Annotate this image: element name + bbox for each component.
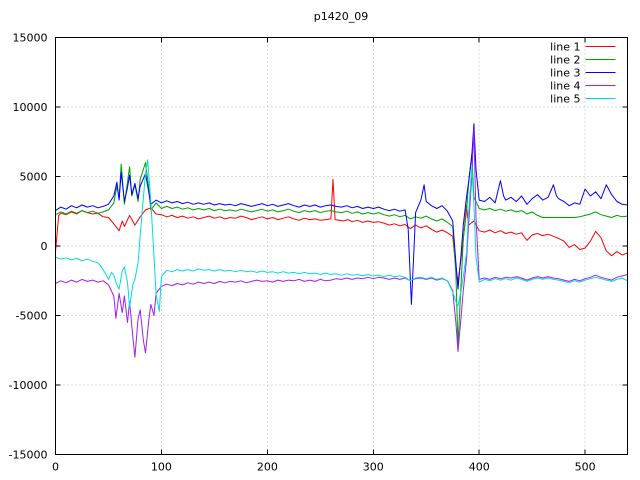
chart-title: p1420_09 (314, 10, 368, 23)
series-line-4 (55, 128, 628, 358)
legend-label: line 5 (550, 93, 580, 106)
series-line-5 (55, 159, 628, 312)
y-tick-label: 5000 (20, 171, 48, 184)
legend-label: line 4 (550, 80, 580, 93)
x-tick-label: 400 (469, 461, 490, 474)
series-line-3 (55, 123, 628, 305)
x-tick-label: 0 (52, 461, 59, 474)
y-tick-label: 10000 (13, 101, 48, 114)
axes (55, 37, 628, 455)
legend-label: line 1 (550, 41, 580, 54)
x-tick-label: 300 (363, 461, 384, 474)
y-tick-label: 15000 (13, 32, 48, 45)
legend-label: line 3 (550, 67, 580, 80)
gridlines (55, 37, 628, 455)
y-tick-label: 0 (41, 240, 48, 253)
y-tick-label: -5000 (16, 310, 48, 323)
x-tick-label: 200 (257, 461, 278, 474)
series-line-1 (55, 178, 628, 283)
x-tick-label: 100 (151, 461, 172, 474)
x-tick-label: 500 (575, 461, 596, 474)
legend-label: line 2 (550, 54, 580, 67)
y-tick-label: -15000 (9, 449, 48, 462)
y-tick-label: -10000 (9, 379, 48, 392)
tick-labels: 0 100 200 300 400 500 -15000 -10000 -5000 0 5000 10… (9, 32, 596, 474)
